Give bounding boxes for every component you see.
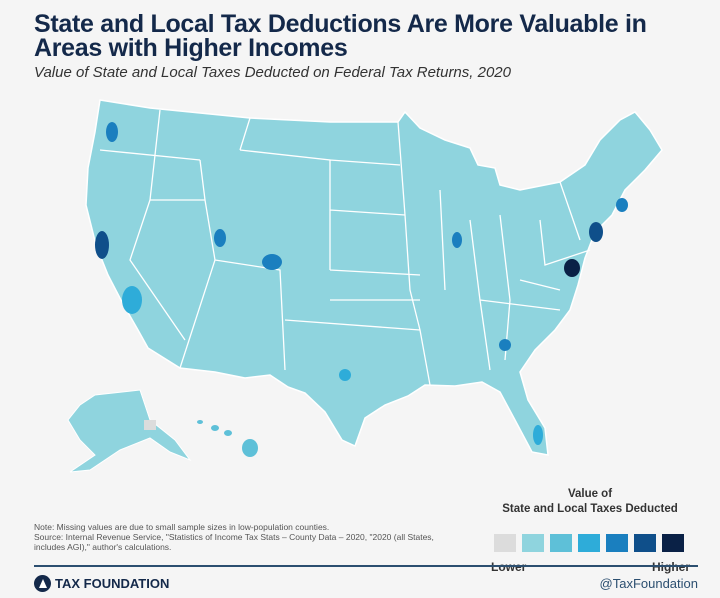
hawaii-shape xyxy=(197,420,258,457)
chart-title: State and Local Tax Deductions Are More … xyxy=(34,10,647,62)
alaska-shape xyxy=(67,389,192,473)
source-text: Source: Internal Revenue Service, "Stati… xyxy=(34,532,434,552)
us-county-map xyxy=(67,99,663,473)
dc-area xyxy=(564,259,580,277)
footnote: Note: Missing values are due to small sa… xyxy=(34,522,434,552)
twitter-handle: @TaxFoundation xyxy=(599,576,698,591)
legend-title-line1: Value of xyxy=(567,488,613,500)
nyc-area xyxy=(589,222,603,242)
sf-bay-area xyxy=(95,231,109,259)
denver-area xyxy=(262,254,282,270)
high-value-areas xyxy=(95,122,628,445)
legend-swatches xyxy=(494,534,684,552)
legend-title: Value of State and Local Taxes Deducted xyxy=(480,487,700,517)
tax-foundation-logo-icon xyxy=(34,575,51,592)
legend-swatch-3 xyxy=(550,534,572,552)
atlanta-area xyxy=(499,339,511,351)
legend-higher-label: Higher xyxy=(652,560,691,574)
seattle-area xyxy=(106,122,118,142)
south-florida-area xyxy=(533,425,543,445)
los-angeles-area xyxy=(122,286,142,314)
alaska-missing-area xyxy=(144,420,156,430)
legend-title-line2: State and Local Taxes Deducted xyxy=(502,503,678,515)
legend-swatch-1 xyxy=(494,534,516,552)
contiguous-us-shape xyxy=(85,99,663,456)
utah-area xyxy=(214,229,226,247)
note-text: Note: Missing values are due to small sa… xyxy=(34,522,330,532)
chicago-area xyxy=(452,232,462,248)
legend-swatch-7 xyxy=(662,534,684,552)
legend-swatch-4 xyxy=(578,534,600,552)
chart-subtitle: Value of State and Local Taxes Deducted … xyxy=(34,64,511,81)
contiguous-us xyxy=(85,99,663,456)
legend-lower-label: Lower xyxy=(491,560,527,574)
brand: TAX FOUNDATION xyxy=(34,575,169,592)
footer-divider xyxy=(34,565,698,567)
brand-name: TAX FOUNDATION xyxy=(55,576,170,591)
legend-swatch-5 xyxy=(606,534,628,552)
legend-swatch-2 xyxy=(522,534,544,552)
texas-metro-area xyxy=(339,369,351,381)
legend-swatch-6 xyxy=(634,534,656,552)
boston-area xyxy=(616,198,628,212)
state-borders xyxy=(99,109,591,386)
